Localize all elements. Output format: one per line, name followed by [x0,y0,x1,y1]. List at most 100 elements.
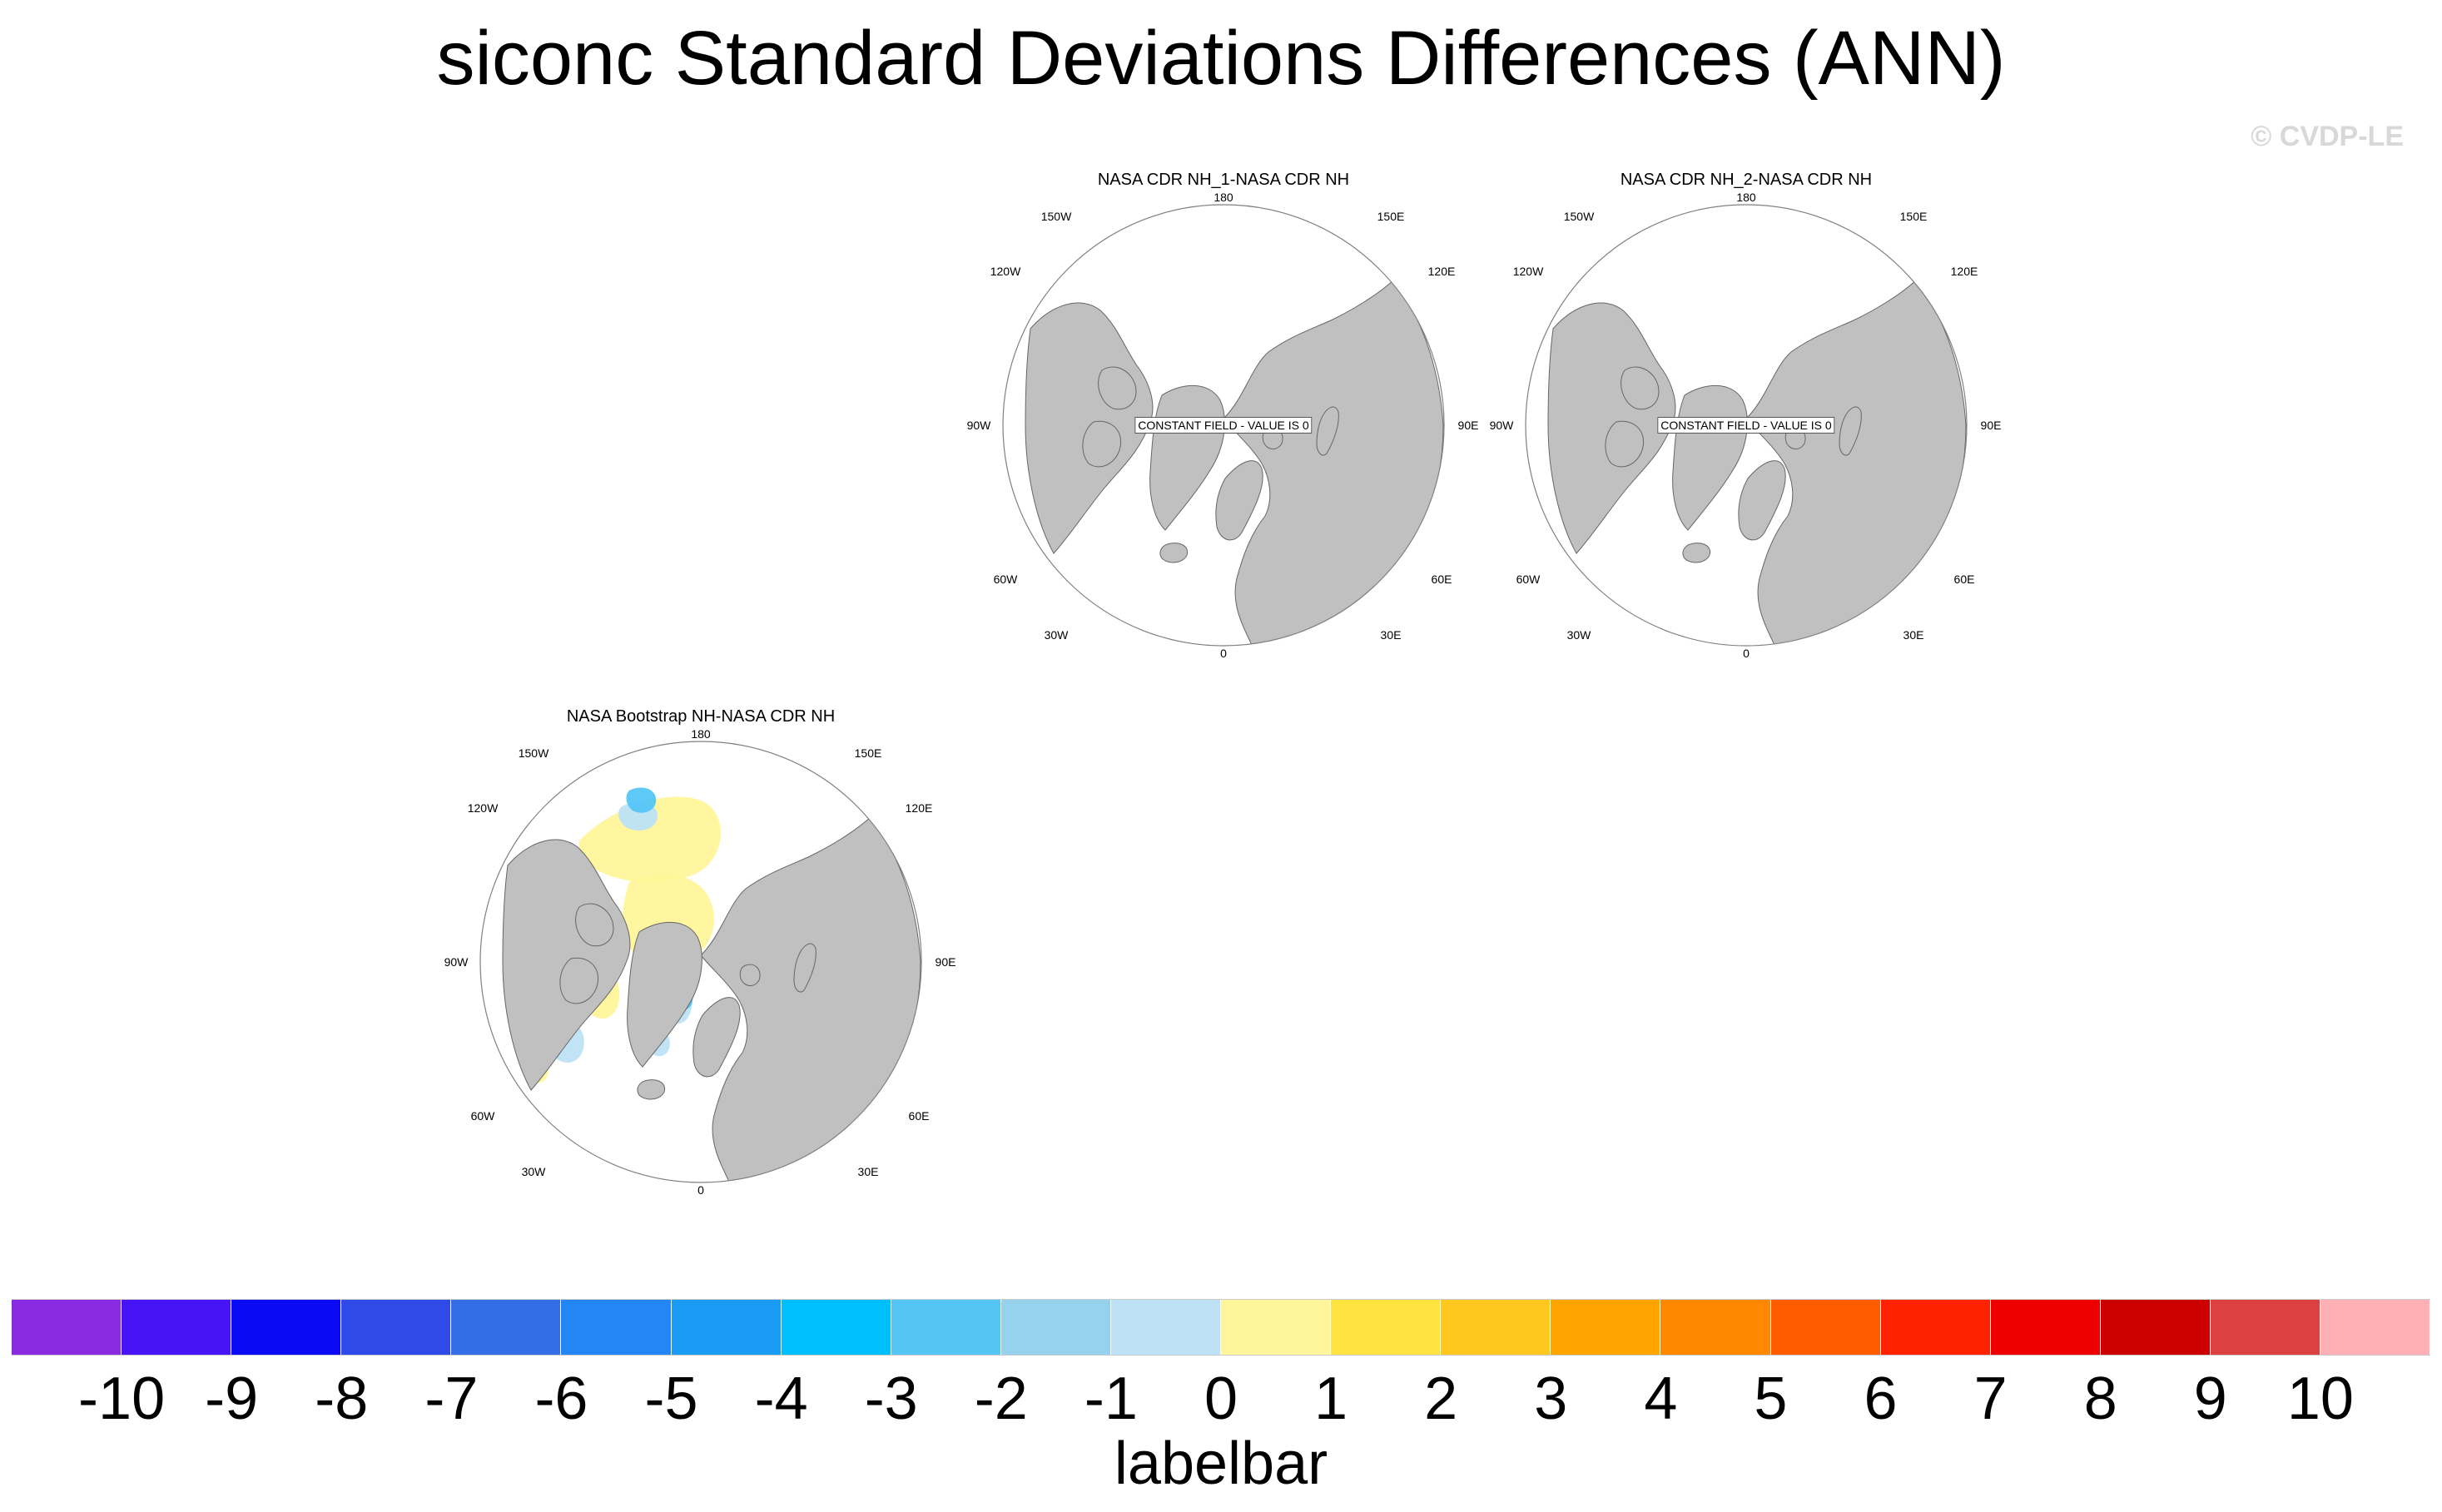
labelbar-box [1880,1300,1991,1355]
ice-variability-patch [626,787,657,813]
longitude-label: 90W [444,955,469,969]
labelbar-box [1331,1300,1442,1355]
longitude-label: 0 [1220,647,1227,660]
labelbar-box [2100,1300,2211,1355]
longitude-label: 150W [1563,210,1595,223]
labelbar-ticks: -10 -9 -8 -7 -6 -5 -4 -3 -2 -1 0 1 2 3 4 5 6 7 8 9 10 [12,1365,2430,1432]
labelbar-box [891,1300,1001,1355]
labelbar-tick-label: 1 [1314,1366,1348,1432]
labelbar-tick-label: 6 [1864,1366,1898,1432]
labelbar-box [1221,1300,1332,1355]
canadian-archipelago [1621,366,1660,410]
polar-map: CONSTANT FIELD - VALUE IS 0 [1002,204,1445,647]
constant-field-message: CONSTANT FIELD - VALUE IS 0 [1134,417,1313,434]
polar-map [479,741,922,1183]
labelbar-tick-label: -9 [205,1366,259,1432]
labelbar-box [2320,1300,2431,1355]
map-panel-bootstrap: NASA Bootstrap NH-NASA CDR NH 180 150E 120… [444,707,956,1248]
baffin-island [1082,420,1122,468]
longitude-label: 0 [1743,647,1750,660]
labelbar-box [2210,1300,2320,1355]
labelbar-box [1551,1300,1661,1355]
longitude-label: 30W [521,1165,546,1178]
labelbar-tick-label: -5 [644,1366,698,1432]
panel-title: NASA CDR NH_2-NASA CDR NH [1620,171,1873,189]
baffin-island [1605,420,1645,468]
longitude-label: 60E [1953,573,1975,586]
novaya-zemlya-island [1839,406,1862,456]
labelbar-tick-label: -7 [424,1366,479,1432]
labelbar-tick-label: 5 [1754,1366,1788,1432]
labelbar-tick-label: -8 [315,1366,369,1432]
labelbar-box [451,1300,562,1355]
longitude-label: 150E [1899,210,1928,223]
longitude-label: 0 [697,1183,704,1197]
panel-title: NASA CDR NH_1-NASA CDR NH [1097,171,1350,189]
longitude-label: 60W [993,573,1018,586]
labelbar-box [231,1300,342,1355]
iceland-island [637,1079,666,1100]
novaya-zemlya-island [1316,406,1339,456]
figure-title: siconc Standard Deviations Differences (… [436,16,2006,101]
longitude-label: 150E [1377,210,1405,223]
longitude-label: 120W [1512,265,1544,278]
canadian-archipelago [1098,366,1137,410]
labelbar-tick-label: -1 [1084,1366,1138,1432]
longitude-label: 60E [908,1109,930,1123]
longitude-label: 180 [691,727,711,741]
labelbar-box [1990,1300,2101,1355]
longitude-label: 90W [1489,419,1514,432]
labelbar-tick-label: -3 [864,1366,918,1432]
labelbar-box [341,1300,452,1355]
longitude-label: 90W [966,419,991,432]
labelbar-tick-label: -4 [754,1366,808,1432]
labelbar-title: labelbar [1114,1430,1328,1497]
longitude-label: 30E [857,1165,879,1178]
labelbar-tick-label: 9 [2193,1366,2227,1432]
longitude-label: 150W [1040,210,1072,223]
longitude-label: 120W [990,265,1021,278]
map-boundary-circle [479,741,922,1183]
labelbar-box [1770,1300,1881,1355]
longitude-label: 180 [1736,191,1756,204]
iceland-island [1159,543,1189,563]
labelbar-tick-label: 3 [1534,1366,1568,1432]
longitude-label: 30W [1044,628,1069,642]
ice-variability-patch [579,796,721,883]
longitude-label: 90E [1980,419,2002,432]
labelbar-box [561,1300,672,1355]
labelbar-box [1000,1300,1111,1355]
longitude-label: 150W [518,746,549,760]
credit-watermark: © CVDP-LE [2251,121,2404,152]
longitude-label: 180 [1214,191,1233,204]
longitude-label: 120E [905,801,933,815]
constant-field-message: CONSTANT FIELD - VALUE IS 0 [1657,417,1835,434]
longitude-label: 150E [854,746,882,760]
longitude-label: 30W [1566,628,1591,642]
labelbar-box [781,1300,891,1355]
map-panel-cdr1: NASA CDR NH_1-NASA CDR NH CONSTANT FIELD… [967,171,1479,711]
labelbar-box [122,1300,232,1355]
map-panel-cdr2: NASA CDR NH_2-NASA CDR NH CONSTANT FIELD… [1490,171,2002,711]
polar-map: CONSTANT FIELD - VALUE IS 0 [1525,204,1968,647]
labelbar-box [671,1300,782,1355]
panel-title: NASA Bootstrap NH-NASA CDR NH [566,707,836,726]
labelbar-box [1110,1300,1222,1355]
longitude-label: 90E [935,955,956,969]
scandinavia-landmass [692,997,741,1078]
svalbard-island [739,964,761,986]
longitude-label: 120E [1427,265,1456,278]
longitude-label: 60W [470,1109,495,1123]
map-boundary-circle [1525,204,1968,647]
map-boundary-circle [1002,204,1445,647]
longitude-label: 120W [467,801,499,815]
longitude-label: 90E [1457,419,1479,432]
labelbar-tick-label: 8 [2083,1366,2117,1432]
novaya-zemlya-island [793,943,816,993]
labelbar-tick-label: 10 [2286,1366,2354,1432]
baffin-island [559,957,599,1004]
labelbar-tick-label: -2 [974,1366,1028,1432]
labelbar-box [1441,1300,1551,1355]
labelbar-tick-label: 2 [1424,1366,1458,1432]
color-labelbar [12,1299,2431,1356]
